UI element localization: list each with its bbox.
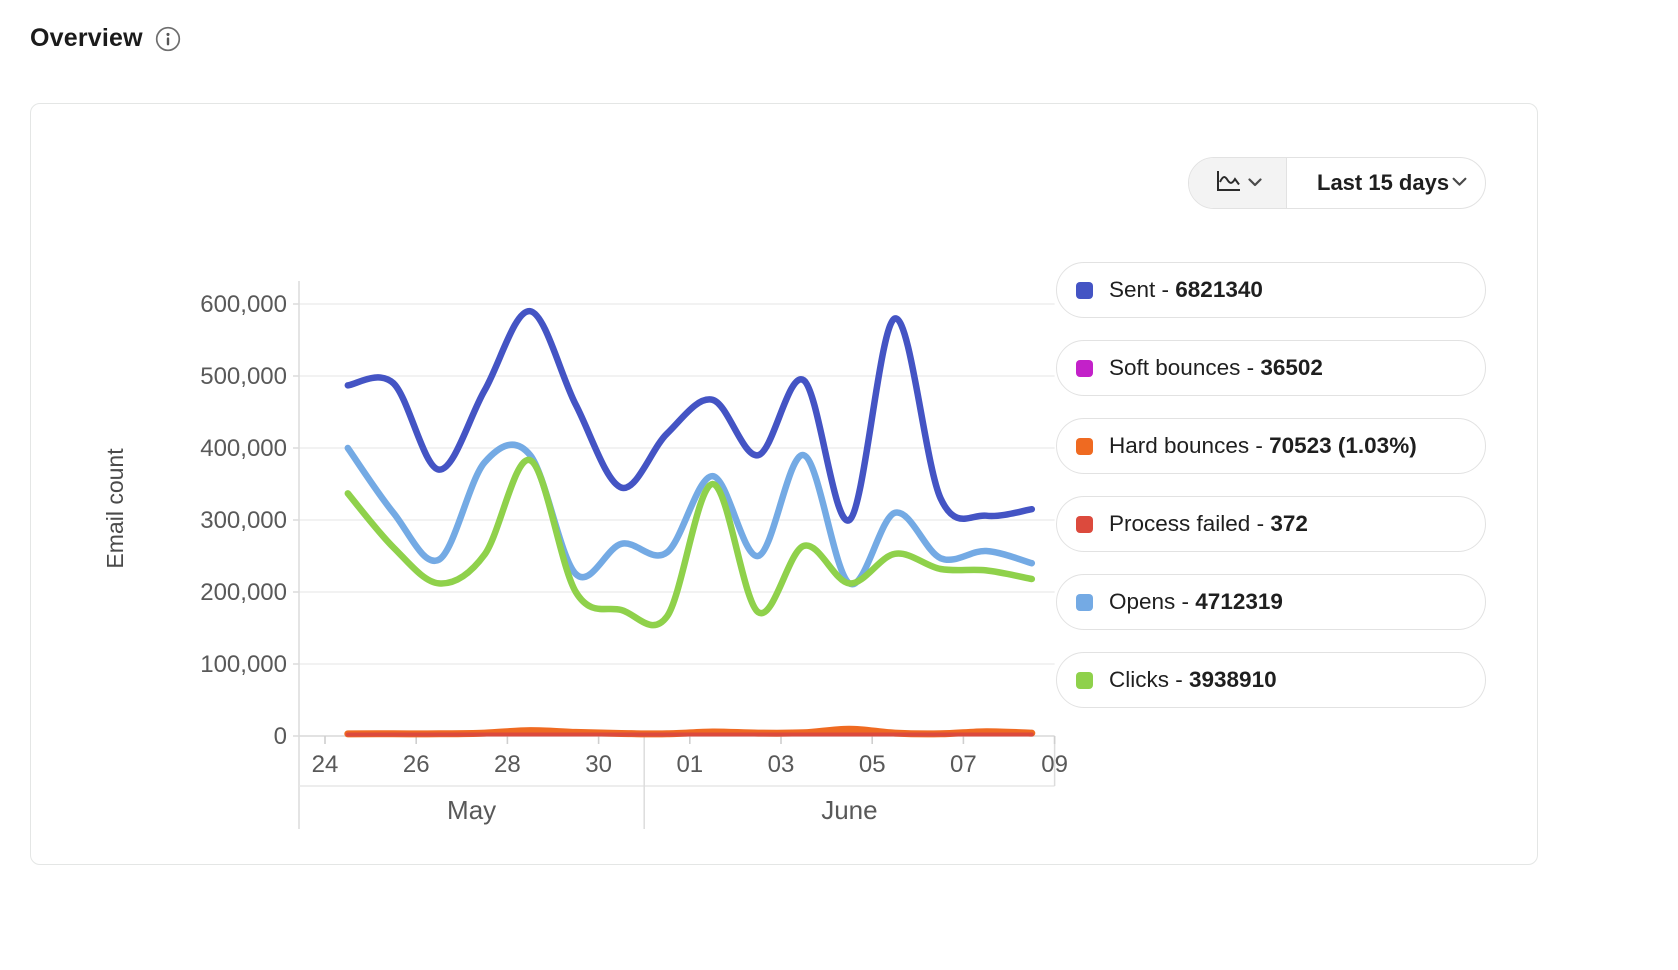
- legend-swatch: [1076, 437, 1093, 455]
- x-tick-label: 24: [312, 751, 339, 778]
- legend-label: Opens - 4712319: [1109, 589, 1283, 614]
- x-tick-label: 03: [768, 751, 795, 778]
- legend-item-hard-bounces[interactable]: Hard bounces - 70523 (1.03%): [1056, 418, 1486, 474]
- chart-area: 0 100,000 200,000 300,000 400,000 500,000 600,…: [91, 251, 1091, 843]
- legend: Sent - 6821340 Soft bounces - 36502 Hard b…: [1056, 262, 1486, 708]
- overview-line-chart: 0 100,000 200,000 300,000 400,000 500,000 600,…: [102, 281, 1068, 829]
- overview-card: Last 15 days Sent - 6821340 Soft bounces …: [30, 103, 1538, 865]
- legend-swatch: [1076, 359, 1093, 377]
- series-line-sent: [344, 307, 1036, 524]
- legend-label: Hard bounces - 70523 (1.03%): [1109, 433, 1417, 458]
- y-tick-label: 400,000: [200, 435, 287, 462]
- series-line-clicks: [344, 456, 1036, 629]
- period-selector[interactable]: Last 15 days: [1287, 158, 1485, 208]
- y-tick-label: 0: [274, 723, 287, 750]
- legend-label: Clicks - 3938910: [1109, 667, 1277, 692]
- chart-controls: Last 15 days: [1188, 157, 1486, 209]
- chart-type-selector[interactable]: [1189, 158, 1287, 208]
- y-tick-label: 500,000: [200, 363, 287, 390]
- x-tick-label: 28: [494, 751, 521, 778]
- page-header: Overview: [30, 24, 181, 53]
- legend-swatch: [1076, 671, 1093, 689]
- month-label-june: June: [821, 795, 877, 825]
- legend-item-opens[interactable]: Opens - 4712319: [1056, 574, 1486, 630]
- month-label-may: May: [447, 795, 496, 825]
- legend-swatch: [1076, 515, 1093, 533]
- y-tick-label: 300,000: [200, 507, 287, 534]
- x-tick-label: 26: [403, 751, 430, 778]
- series-line-opens: [344, 441, 1036, 588]
- y-axis-title: Email count: [102, 448, 128, 569]
- legend-label: Soft bounces - 36502: [1109, 355, 1323, 380]
- period-label: Last 15 days: [1317, 170, 1450, 195]
- x-tick-label: 09: [1041, 751, 1068, 778]
- legend-label: Process failed - 372: [1109, 511, 1308, 536]
- x-tick-label: 01: [676, 751, 703, 778]
- legend-label: Sent - 6821340: [1109, 277, 1263, 302]
- legend-item-clicks[interactable]: Clicks - 3938910: [1056, 652, 1486, 708]
- legend-item-soft-bounces[interactable]: Soft bounces - 36502: [1056, 340, 1486, 396]
- legend-swatch: [1076, 281, 1093, 299]
- info-icon[interactable]: [155, 26, 181, 52]
- x-tick-label: 05: [859, 751, 886, 778]
- legend-item-sent[interactable]: Sent - 6821340: [1056, 262, 1486, 318]
- y-tick-label: 600,000: [200, 291, 287, 318]
- y-tick-label: 200,000: [200, 579, 287, 606]
- line-chart-icon: [1214, 169, 1241, 198]
- x-tick-label: 30: [585, 751, 612, 778]
- chevron-down-icon: [1452, 174, 1467, 192]
- legend-swatch: [1076, 593, 1093, 611]
- legend-item-process-failed[interactable]: Process failed - 372: [1056, 496, 1486, 552]
- page-title: Overview: [30, 24, 143, 52]
- y-tick-label: 100,000: [200, 651, 287, 678]
- x-tick-label: 07: [950, 751, 977, 778]
- chevron-down-icon: [1247, 174, 1262, 192]
